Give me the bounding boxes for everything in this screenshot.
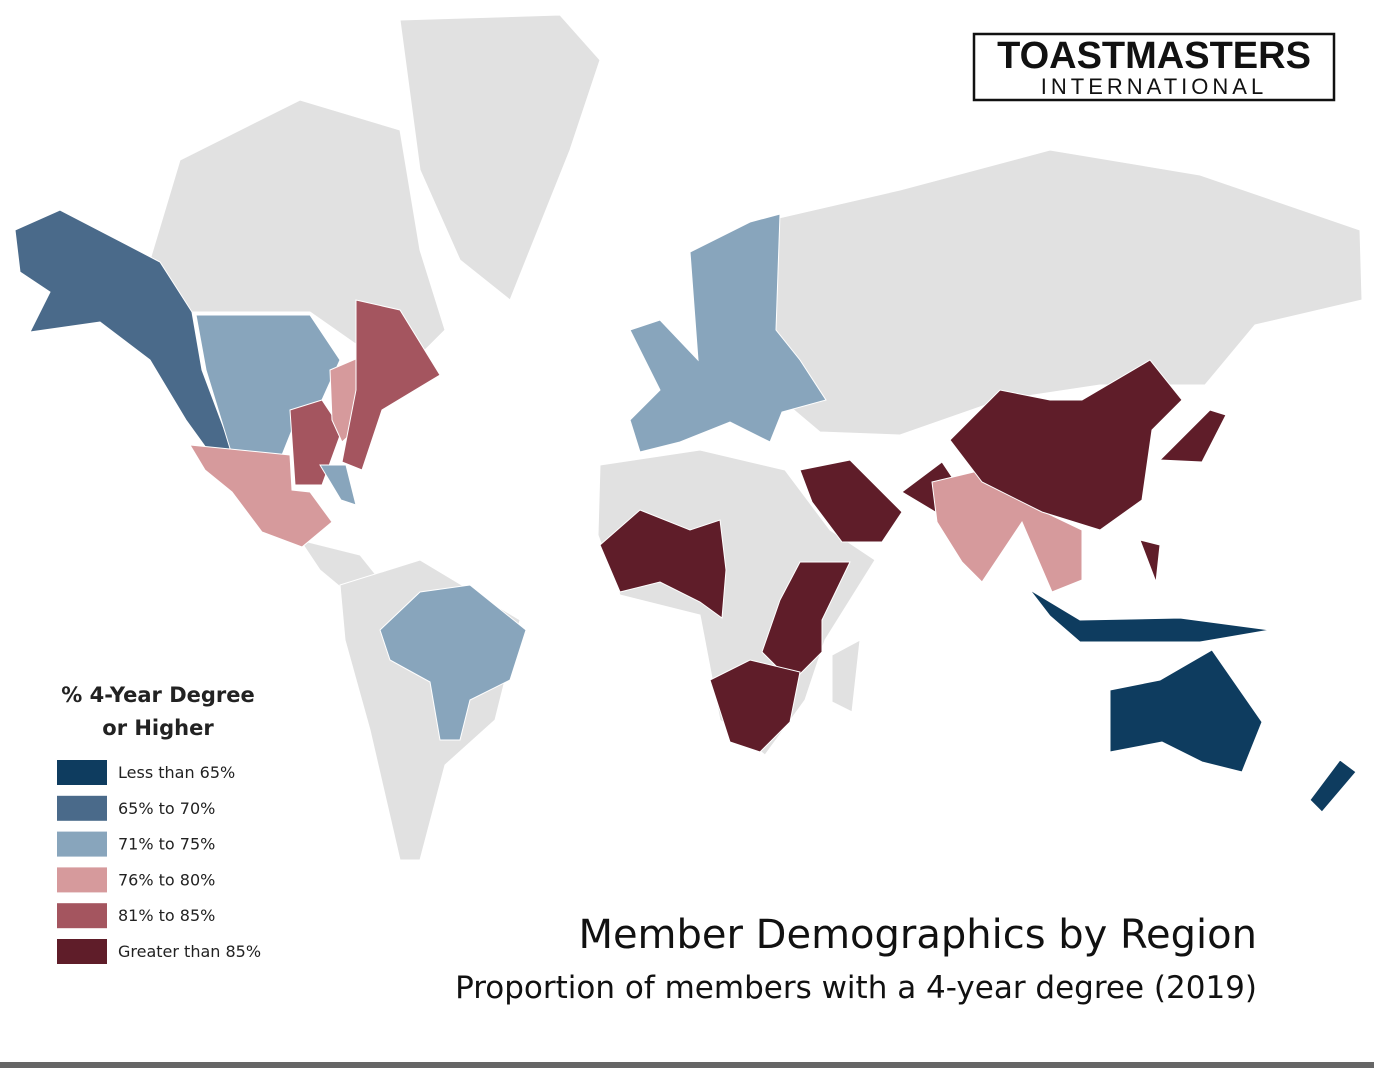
- logo-subtitle: INTERNATIONAL: [1041, 74, 1267, 99]
- legend-label: 71% to 75%: [118, 835, 215, 854]
- madagascar: [831, 639, 861, 713]
- logo: TOASTMASTERS INTERNATIONAL: [972, 32, 1336, 102]
- arabian-peninsula: [799, 459, 903, 543]
- west-central-africa: [599, 509, 727, 619]
- legend-label: Greater than 85%: [118, 942, 261, 961]
- legend-swatch: [57, 939, 107, 964]
- legend-swatch: [57, 903, 107, 929]
- brazil: [379, 584, 527, 741]
- legend-title: % 4-Year Degree: [61, 683, 255, 707]
- legend-label: 76% to 80%: [118, 870, 215, 889]
- southern-africa: [709, 659, 801, 753]
- title: Member Demographics by Region: [578, 912, 1257, 958]
- legend-label: 81% to 85%: [118, 906, 215, 925]
- indonesia: [1029, 589, 1271, 643]
- legend-swatch: [57, 831, 107, 857]
- new-zealand: [1309, 759, 1357, 813]
- subtitle: Proportion of members with a 4-year degr…: [455, 970, 1257, 1006]
- china: [949, 359, 1183, 531]
- logo-name: TOASTMASTERS: [997, 35, 1311, 77]
- europe: [629, 213, 827, 453]
- eurasia: [769, 149, 1363, 436]
- greenland: [399, 14, 601, 301]
- east-africa: [761, 561, 851, 683]
- legend-swatch: [57, 795, 107, 821]
- legend-swatch: [57, 867, 107, 893]
- alaska-western-canada: [14, 209, 233, 457]
- legend-label: 65% to 70%: [118, 799, 215, 818]
- logo-frame: [972, 32, 1336, 102]
- eastern-canada: [341, 299, 441, 471]
- great-lakes: [289, 399, 343, 486]
- legend-label: Less than 65%: [118, 763, 235, 782]
- regions: [14, 209, 1357, 813]
- legend: % 4-Year Degree or Higher Less than 65% 6…: [57, 683, 261, 964]
- philippines: [1139, 539, 1161, 583]
- mexico-southwest-us: [189, 444, 333, 548]
- legend-swatch: [57, 760, 107, 785]
- japan-korea: [1158, 409, 1227, 463]
- southeast-us: [319, 464, 357, 506]
- bottom-bar: [0, 1062, 1374, 1068]
- legend-title: or Higher: [102, 716, 214, 740]
- australia: [1109, 649, 1263, 773]
